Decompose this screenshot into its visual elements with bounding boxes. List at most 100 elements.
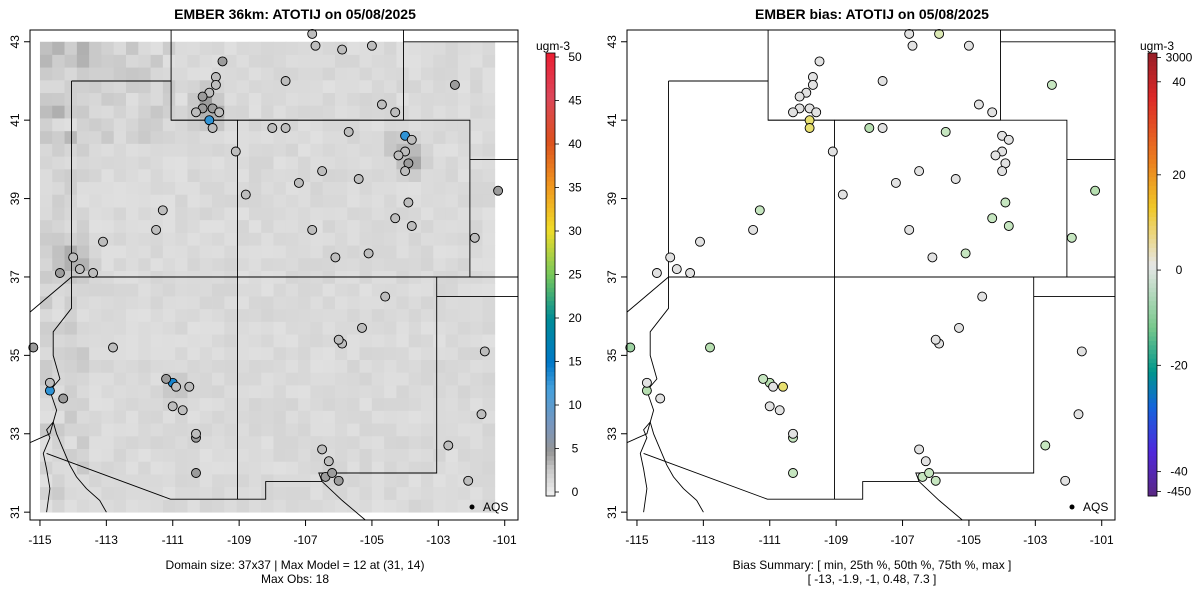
grid-cell xyxy=(457,207,471,221)
grid-cell xyxy=(371,245,385,259)
colorbar-segment xyxy=(1148,464,1157,470)
grid-cell xyxy=(298,435,311,449)
grid-cell xyxy=(482,321,496,335)
grid-cell xyxy=(162,435,176,449)
grid-cell xyxy=(101,207,115,221)
grid-cell xyxy=(199,448,213,462)
colorbar-segment xyxy=(1148,230,1157,236)
grid-cell xyxy=(396,219,410,233)
grid-cell xyxy=(150,372,164,386)
grid-cell xyxy=(445,321,459,335)
x-tick-label: -113 xyxy=(692,533,715,547)
grid-cell xyxy=(273,423,287,437)
colorbar-segment xyxy=(546,363,555,369)
grid-cell xyxy=(248,41,262,55)
colorbar-segment xyxy=(1148,323,1157,329)
grid-cell xyxy=(359,461,373,475)
grid-cell xyxy=(359,67,373,81)
grid-cell xyxy=(371,397,385,411)
grid-cell xyxy=(126,181,139,195)
grid-cell xyxy=(273,130,287,144)
grid-cell xyxy=(126,92,139,106)
grid-cell xyxy=(162,130,176,144)
grid-cell xyxy=(384,474,397,488)
grid-cell xyxy=(334,461,348,475)
colorbar-segment xyxy=(546,332,555,338)
left-plot-frame xyxy=(29,29,519,521)
grid-cell xyxy=(224,181,238,195)
grid-cell xyxy=(76,181,90,195)
grid-cell xyxy=(224,168,238,183)
grid-cell xyxy=(39,118,53,132)
grid-cell xyxy=(261,245,274,259)
grid-cell xyxy=(175,181,188,195)
grid-cell xyxy=(212,168,225,183)
grid-cell xyxy=(138,118,151,132)
grid-cell xyxy=(89,194,102,208)
colorbar-segment xyxy=(546,456,555,462)
grid-cell xyxy=(126,105,139,119)
grid-cell xyxy=(334,194,348,208)
grid-cell xyxy=(261,92,274,106)
grid-cell xyxy=(359,296,373,310)
aqs-site-marker xyxy=(108,342,118,353)
grid-cell xyxy=(433,219,446,233)
grid-cell xyxy=(236,92,250,106)
grid-cell xyxy=(248,194,262,208)
grid-cell xyxy=(322,257,336,271)
grid-cell xyxy=(408,54,422,68)
aqs-site-marker xyxy=(987,213,998,224)
aqs-site-marker xyxy=(230,146,241,157)
colorbar-segment xyxy=(546,216,555,222)
grid-cell xyxy=(371,207,385,221)
aqs-site-marker xyxy=(904,28,915,39)
grid-cell xyxy=(76,118,90,132)
grid-cell xyxy=(52,41,65,55)
grid-cell xyxy=(150,54,164,68)
grid-cell xyxy=(396,41,410,55)
grid-cell xyxy=(89,245,102,259)
grid-cell xyxy=(187,168,201,183)
grid-cell xyxy=(175,461,188,475)
grid-cell xyxy=(175,474,188,488)
grid-cell xyxy=(470,372,483,386)
colorbar-segment xyxy=(546,221,555,227)
grid-cell xyxy=(138,448,151,462)
colorbar-segment xyxy=(1148,115,1157,120)
grid-cell xyxy=(76,156,90,170)
grid-cell xyxy=(89,410,102,424)
aqs-site-marker xyxy=(907,40,918,51)
grid-cell xyxy=(445,410,459,424)
colorbar-segment xyxy=(1148,482,1157,488)
grid-cell xyxy=(396,308,410,322)
grid-cell xyxy=(322,359,336,373)
grid-cell xyxy=(39,448,53,462)
colorbar-segment xyxy=(1148,433,1157,439)
grid-cell xyxy=(470,207,483,221)
grid-cell xyxy=(101,156,115,170)
grid-cell xyxy=(371,257,385,271)
grid-cell xyxy=(39,334,53,348)
grid-cell xyxy=(150,499,164,513)
aqs-site-marker xyxy=(327,468,338,478)
grid-cell xyxy=(113,321,127,335)
grid-cell xyxy=(273,194,287,208)
grid-cell xyxy=(285,105,299,119)
grid-cell xyxy=(175,219,188,233)
aqs-site-marker xyxy=(997,166,1008,177)
grid-cell xyxy=(224,410,238,424)
grid-cell xyxy=(261,486,274,500)
grid-cell xyxy=(322,283,336,297)
aqs-site-marker xyxy=(191,468,201,478)
grid-cell xyxy=(371,54,385,68)
grid-cell xyxy=(273,245,287,259)
grid-cell xyxy=(261,410,274,424)
colorbar-tick-label: 35 xyxy=(568,181,582,195)
grid-cell xyxy=(199,461,213,475)
colorbar-segment xyxy=(546,425,555,431)
grid-cell xyxy=(199,130,213,144)
grid-cell xyxy=(150,232,164,246)
grid-cell xyxy=(248,346,262,360)
grid-cell xyxy=(445,359,459,373)
grid-cell xyxy=(52,168,65,183)
